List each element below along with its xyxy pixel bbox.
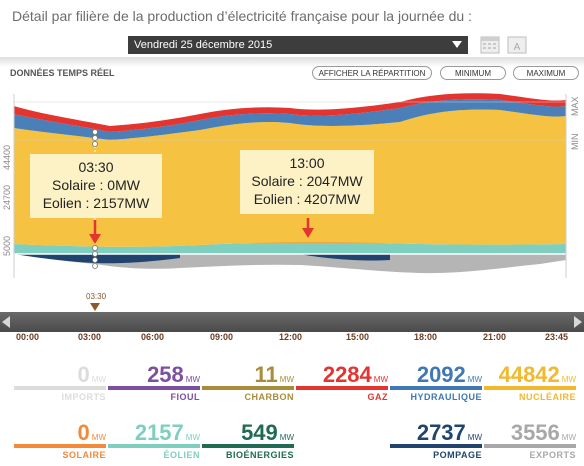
annotation-time: 13:00 xyxy=(289,155,325,171)
max-label: MAX xyxy=(570,96,580,116)
stat-label: GAZ xyxy=(367,392,388,402)
stat-bar xyxy=(108,386,200,390)
stat-nucleaire: 44842 MW NUCLÉAIRE xyxy=(484,362,576,402)
eolien-area xyxy=(14,242,566,254)
stat-label: SOLAIRE xyxy=(62,450,106,460)
annotation-eolien: Eolien : 4207MW xyxy=(253,191,361,207)
stat-label: EXPORTS xyxy=(529,450,576,460)
stat-value: 11 xyxy=(254,362,278,387)
stat-value: 3556 xyxy=(510,420,560,445)
stat-hydraulique: 2092 MW HYDRAULIQUE xyxy=(390,362,482,402)
stat-gaz: 2284 MW GAZ xyxy=(296,362,388,402)
stat-bar xyxy=(202,386,294,390)
stat-unit: MW xyxy=(185,375,200,384)
annotation-solaire: Solaire : 0MW xyxy=(52,177,140,193)
x-tick: 23:45 xyxy=(545,332,569,342)
stat-bar xyxy=(484,444,576,448)
stat-pompage: 2737 MW POMPAGE xyxy=(390,420,482,460)
stat-bar xyxy=(390,444,482,448)
stat-label: FIOUL xyxy=(170,392,200,402)
stat-eolien: 2157 MW ÉOLIEN xyxy=(108,420,200,460)
x-tick: 09:00 xyxy=(210,332,234,342)
arrow-right-icon[interactable] xyxy=(574,316,582,328)
stat-label: NUCLÉAIRE xyxy=(518,392,576,402)
annotation-0330: 03:30 Solaire : 0MW Eolien : 2157MW xyxy=(30,154,162,218)
svg-text:A: A xyxy=(514,42,521,53)
x-tick: 18:00 xyxy=(414,332,438,342)
stat-bar xyxy=(202,444,294,448)
stat-bar xyxy=(14,386,106,390)
maximum-button[interactable]: MAXIMUM xyxy=(513,66,579,80)
stat-value: 258 xyxy=(147,362,184,387)
stat-unit: MW xyxy=(467,375,482,384)
minimum-button[interactable]: MINIMUM xyxy=(440,66,506,80)
annotation-1300: 13:00 Solaire : 2047MW Eolien : 4207MW xyxy=(240,150,374,214)
stat-charbon: 11 MW CHARBON xyxy=(202,362,294,402)
timeline-scrubber[interactable] xyxy=(0,312,584,332)
gaz-area xyxy=(14,93,566,132)
stat-unit: MW xyxy=(91,433,106,442)
stat-unit: MW xyxy=(561,375,576,384)
stat-bar xyxy=(484,386,576,390)
stat-unit: MW xyxy=(373,375,388,384)
calendar-icon[interactable] xyxy=(480,34,500,54)
annotation-solaire: Solaire : 2047MW xyxy=(251,173,363,189)
stat-unit: MW xyxy=(185,433,200,442)
x-tick: 03:00 xyxy=(78,332,102,342)
stat-label: IMPORTS xyxy=(61,392,106,402)
show-repartition-button[interactable]: AFFICHER LA RÉPARTITION xyxy=(312,66,432,80)
time-marker-icon[interactable] xyxy=(90,303,100,311)
stat-unit: MW xyxy=(467,433,482,442)
stat-solaire: 0 MW SOLAIRE xyxy=(14,420,106,460)
annotation-eolien: Eolien : 2157MW xyxy=(42,195,150,211)
stat-bar xyxy=(14,444,106,448)
hydraulique-area xyxy=(14,99,566,140)
chevron-down-icon[interactable] xyxy=(452,41,462,48)
stat-imports: 0 MW IMPORTS xyxy=(14,362,106,402)
toolbar-band xyxy=(0,57,584,67)
x-tick: 06:00 xyxy=(141,332,165,342)
stat-value: 549 xyxy=(241,420,278,445)
x-tick: 00:00 xyxy=(16,332,40,342)
stat-value: 2284 xyxy=(322,362,372,387)
stat-unit: MW xyxy=(561,433,576,442)
date-value: Vendredi 25 décembre 2015 xyxy=(134,39,273,51)
date-select[interactable]: Vendredi 25 décembre 2015 xyxy=(128,36,468,54)
x-tick: 21:00 xyxy=(483,332,507,342)
pompage-area-2 xyxy=(300,254,390,261)
stat-label: ÉOLIEN xyxy=(163,450,200,460)
stat-value: 2737 xyxy=(416,420,466,445)
realtime-label: DONNÉES TEMPS RÉEL xyxy=(10,68,115,78)
y-tick-44400: 44400 xyxy=(2,144,12,170)
x-tick: 12:00 xyxy=(279,332,303,342)
stat-bar xyxy=(296,386,388,390)
page-title: Détail par filière de la production d’él… xyxy=(12,8,472,24)
stat-bar xyxy=(108,444,200,448)
stat-bar xyxy=(390,386,482,390)
x-tick: 15:00 xyxy=(346,332,370,342)
stat-unit: MW xyxy=(279,375,294,384)
text-size-icon[interactable]: A xyxy=(507,34,527,54)
stat-unit: MW xyxy=(279,433,294,442)
arrow-left-icon[interactable] xyxy=(2,316,10,328)
stat-label: BIOÉNERGIES xyxy=(225,450,294,460)
stat-value: 0 xyxy=(77,420,90,445)
stat-label: HYDRAULIQUE xyxy=(410,392,482,402)
stat-fioul: 258 MW FIOUL xyxy=(108,362,200,402)
stat-label: CHARBON xyxy=(244,392,294,402)
time-marker-label: 03:30 xyxy=(86,292,107,301)
stat-value: 2092 xyxy=(416,362,466,387)
stat-exports: 3556 MW EXPORTS xyxy=(484,420,576,460)
stat-value: 0 xyxy=(77,362,90,387)
y-tick-5000: 5000 xyxy=(2,235,12,256)
stat-label: POMPAGE xyxy=(433,450,482,460)
annotation-time: 03:30 xyxy=(78,159,114,175)
y-tick-24700: 24700 xyxy=(2,184,12,210)
stat-bioenergies: 549 MW BIOÉNERGIES xyxy=(202,420,294,460)
stat-value: 44842 xyxy=(498,362,560,387)
stat-unit: MW xyxy=(91,375,106,384)
min-label: MIN xyxy=(570,133,580,151)
stat-value: 2157 xyxy=(134,420,184,445)
